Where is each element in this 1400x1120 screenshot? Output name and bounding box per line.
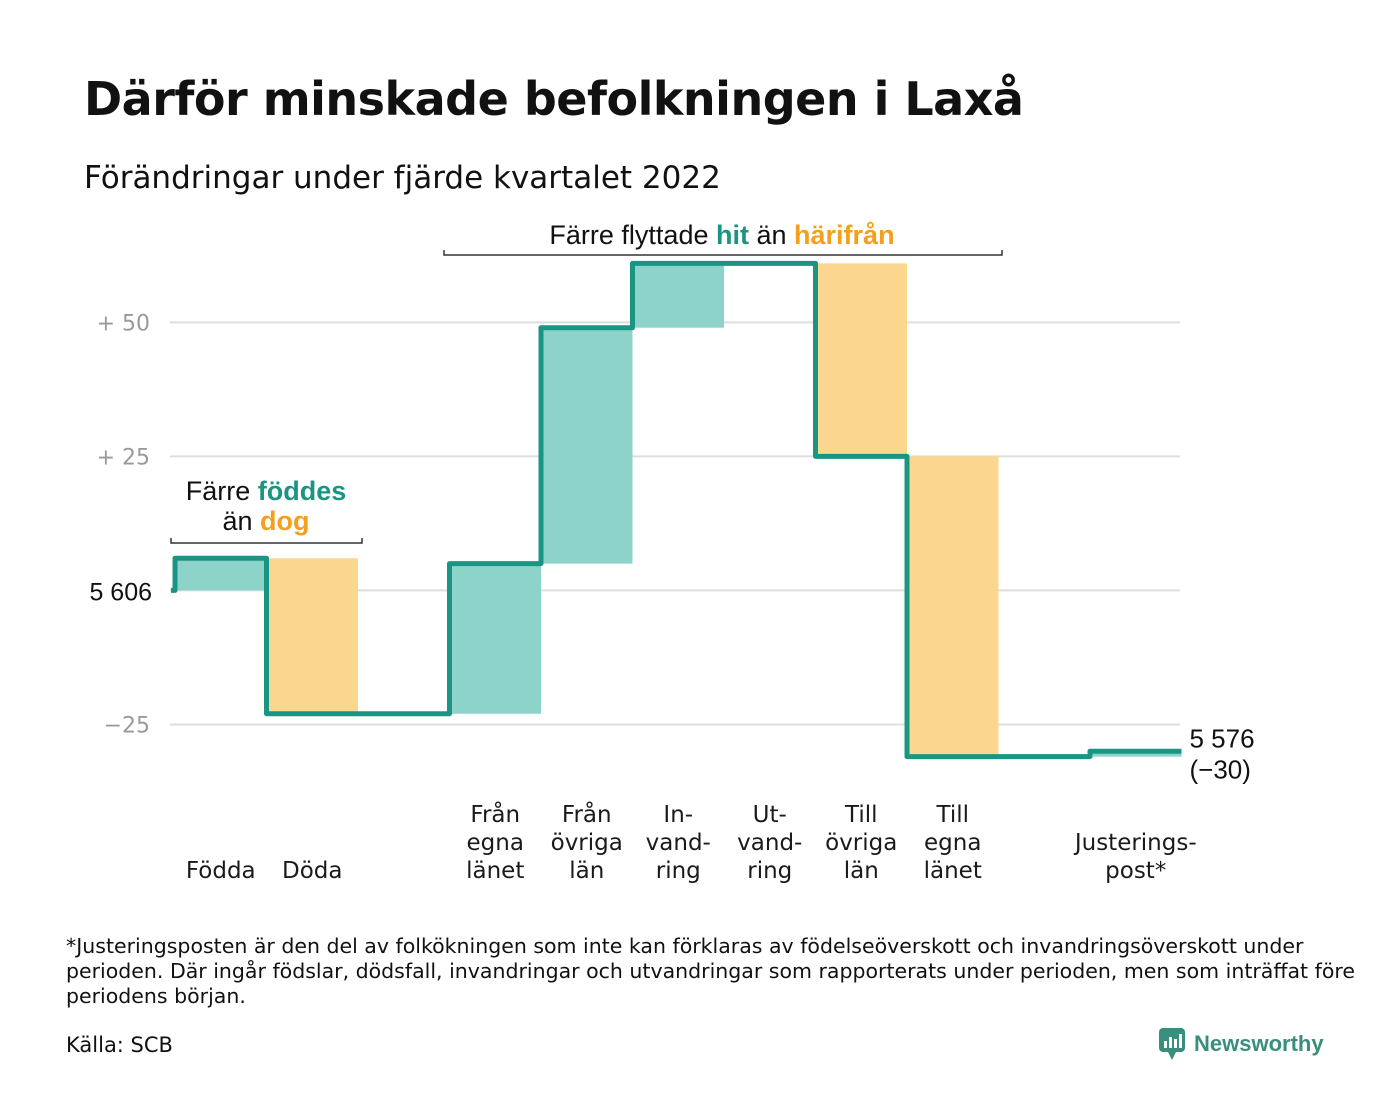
annotation-births-line1: Färre föddes — [186, 476, 347, 506]
category-label: In-vand-ring — [646, 802, 711, 884]
category-label: Till övriga län — [825, 802, 897, 884]
bar — [815, 263, 907, 457]
annotation-migration: Färre flyttade hit än härifrån — [549, 220, 894, 250]
y-tick-label: + 25 — [97, 445, 150, 470]
bar — [907, 456, 999, 757]
start-value-label: 5 606 — [89, 578, 152, 606]
line-layer — [171, 260, 1182, 760]
annotation-births-line2: än dog — [222, 506, 309, 536]
annotation-bracket-births — [170, 538, 363, 544]
newsworthy-icon — [1159, 1028, 1185, 1060]
bars-layer — [175, 263, 1182, 757]
brand-name: Newsworthy — [1194, 1031, 1324, 1056]
y-tick-label: + 50 — [97, 311, 150, 336]
chart-title: Därför minskade befolkningen i Laxå — [84, 72, 1024, 126]
bar — [449, 563, 541, 714]
y-tick-label: −25 — [104, 713, 150, 738]
category-label: Födda — [186, 858, 256, 884]
category-label: Justerings-post* — [1073, 830, 1197, 884]
bar — [175, 558, 267, 591]
category-label: Till egna länet — [924, 802, 982, 884]
bar — [1090, 751, 1182, 757]
text-layer: + 50 + 25 −25 Födda Döda Från egna länet Från övr… — [89, 220, 1254, 884]
end-value-label: 5 576 — [1190, 723, 1255, 753]
annotation-bracket-migration — [443, 250, 1003, 256]
bar — [632, 263, 724, 328]
cumulative-line — [171, 260, 1182, 760]
category-label: Döda — [282, 858, 342, 884]
footnote: *Justeringsposten är den del av folkökni… — [66, 934, 1355, 1008]
chart-subtitle: Förändringar under fjärde kvartalet 2022 — [84, 160, 721, 196]
category-label: Från egna länet — [466, 800, 524, 884]
bar — [541, 327, 633, 564]
category-label: Ut-vand-ring — [737, 802, 802, 884]
end-change-label: (−30) — [1190, 754, 1251, 784]
source-note: Källa: SCB — [66, 1033, 173, 1057]
brand-logo: Newsworthy — [1158, 1026, 1324, 1062]
category-label: Från övriga län — [551, 800, 623, 884]
waterfall-chart: + 50 + 25 −25 Födda Döda Från egna länet Från övr… — [89, 220, 1254, 884]
bar — [266, 558, 358, 714]
